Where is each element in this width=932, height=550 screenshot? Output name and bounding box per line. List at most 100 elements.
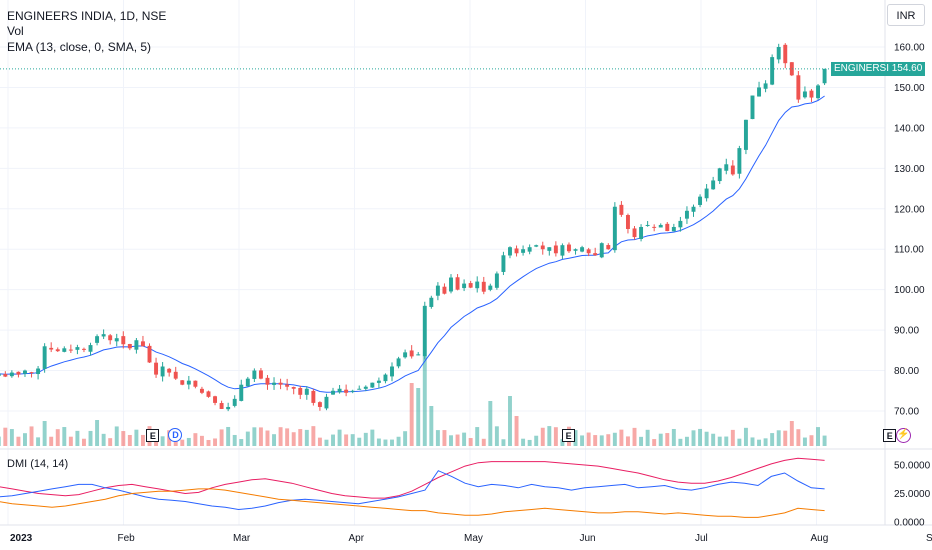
x-tick-label: Se: [926, 533, 932, 544]
y-tick-label: 150.00: [894, 83, 925, 94]
currency-selector[interactable]: INR: [887, 4, 925, 26]
y-tick-label: 110.00: [894, 245, 924, 256]
volume-bar: [101, 433, 106, 446]
x-tick-label: Jun: [580, 533, 596, 544]
candle-body: [121, 336, 126, 345]
volume-bar: [331, 434, 335, 446]
volume-bar: [55, 429, 60, 446]
volume-bar: [783, 430, 788, 446]
candle-body: [376, 380, 381, 383]
volume-bar: [750, 437, 755, 446]
candle-body: [396, 358, 401, 367]
candle-body: [245, 378, 250, 387]
candle-body: [199, 388, 204, 393]
volume-bar: [219, 429, 224, 446]
volume-bar: [121, 431, 126, 446]
candle-body: [344, 389, 349, 393]
candle-body: [42, 346, 47, 369]
chart-title[interactable]: ENGINEERS INDIA, 1D, NSE: [7, 9, 167, 23]
volume-bar: [573, 430, 578, 446]
dmi-tick-label: 50.0000: [894, 461, 931, 472]
volume-bar: [245, 431, 250, 446]
volume-bar: [455, 434, 460, 446]
volume-bar: [344, 434, 349, 446]
volume-bar: [29, 426, 34, 446]
candle-body: [553, 245, 558, 254]
earnings-event-marker[interactable]: E: [883, 429, 897, 442]
volume-bar: [186, 437, 191, 446]
candle-body: [481, 281, 486, 292]
candle-body: [232, 398, 237, 406]
volume-bar: [160, 436, 165, 446]
adx-line: [0, 457, 825, 499]
candle-body: [442, 286, 447, 294]
volume-bar: [711, 433, 716, 446]
volume-bar: [639, 436, 644, 446]
candlestick-series: [0, 43, 827, 412]
ema-legend[interactable]: EMA (13, close, 0, SMA, 5): [7, 40, 152, 54]
volume-bar: [593, 435, 598, 446]
candle-body: [796, 75, 801, 100]
volume-bar: [376, 438, 381, 446]
volume-bar: [108, 438, 113, 446]
dividend-event-marker[interactable]: D: [168, 428, 183, 442]
volume-legend[interactable]: Vol: [7, 24, 24, 38]
dmi-legend[interactable]: DMI (14, 14): [7, 458, 69, 470]
volume-bar: [36, 437, 41, 446]
split-event-icon[interactable]: ⚡: [896, 428, 912, 443]
candle-body: [717, 168, 722, 182]
volume-bar: [324, 439, 329, 446]
candle-body: [108, 335, 113, 341]
volume-bar: [488, 401, 493, 446]
candle-body: [435, 285, 440, 296]
candle-body: [560, 245, 565, 256]
candle-body: [475, 281, 480, 289]
candle-body: [331, 390, 335, 395]
candle-body: [449, 277, 453, 292]
earnings-event-marker[interactable]: E: [146, 429, 160, 442]
candle-body: [678, 220, 683, 228]
candle-body: [612, 206, 617, 251]
volume-bar: [350, 434, 355, 446]
volume-bar: [540, 427, 545, 446]
candle-body: [593, 253, 598, 256]
candle-body: [763, 83, 768, 89]
volume-bar: [449, 435, 453, 446]
volume-bar: [724, 436, 729, 446]
candle-body: [193, 380, 198, 387]
candle-body: [311, 390, 316, 403]
volume-bar: [199, 435, 204, 446]
volume-bar: [95, 420, 100, 446]
candle-body: [68, 349, 73, 351]
candle-body: [488, 285, 493, 290]
volume-bar: [9, 429, 14, 446]
earnings-event-marker[interactable]: E: [562, 429, 576, 442]
candle-body: [3, 374, 8, 377]
candle-body: [357, 388, 362, 390]
volume-bar: [665, 433, 670, 446]
candle-body: [55, 349, 60, 352]
volume-bar: [42, 421, 47, 446]
volume-bar: [652, 439, 657, 446]
volume-bar: [560, 439, 565, 446]
volume-bar: [416, 388, 421, 446]
volume-bar: [370, 429, 375, 446]
volume-bar: [475, 427, 480, 446]
volume-bar: [658, 433, 663, 446]
volume-bar: [422, 356, 427, 446]
volume-bar: [278, 427, 283, 446]
x-tick-label: Mar: [233, 533, 251, 544]
last-price-label: 154.60: [889, 62, 925, 76]
volume-bar: [390, 439, 394, 446]
candle-body: [494, 273, 499, 288]
volume-bar: [435, 430, 440, 446]
volume-bar: [252, 427, 257, 446]
candle-body: [802, 91, 807, 98]
candle-body: [639, 226, 644, 239]
candle-body: [462, 283, 467, 289]
volume-bar: [632, 427, 637, 446]
candle-body: [278, 382, 283, 385]
volume-bar: [337, 429, 342, 446]
